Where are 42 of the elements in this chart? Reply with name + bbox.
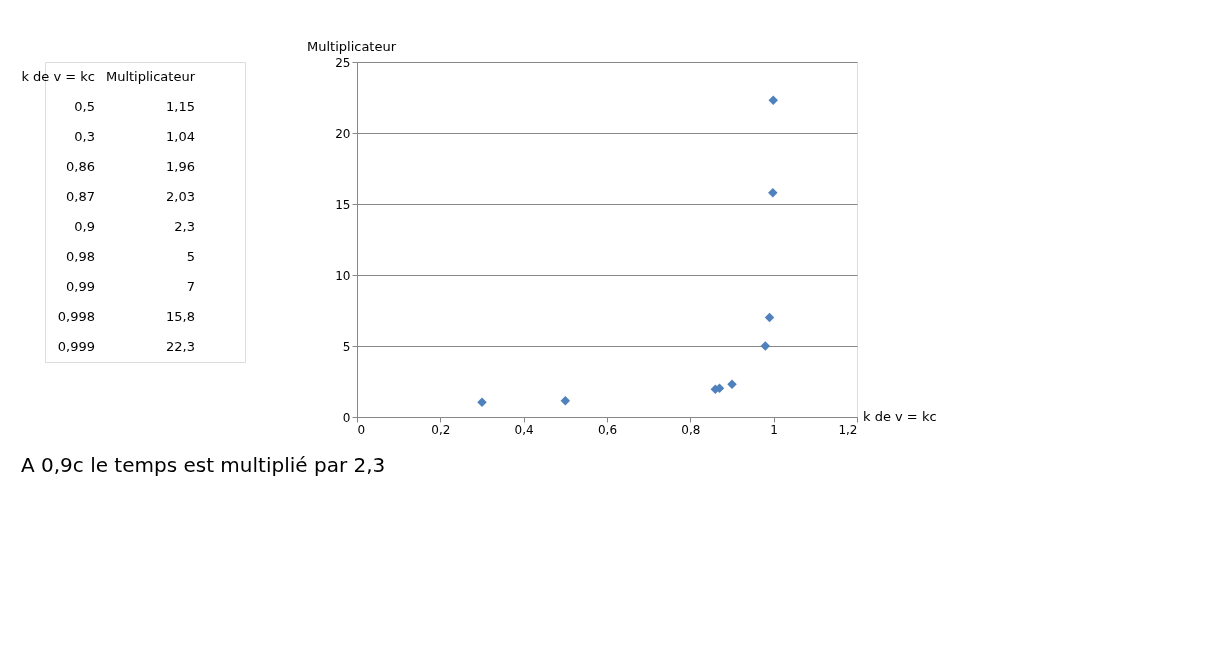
point [768, 95, 778, 106]
y-tick-label: 20 [335, 126, 351, 141]
text: 0,87 [66, 189, 95, 204]
text: 2,3 [174, 219, 195, 234]
x-tick-label: 0,8 [681, 422, 701, 437]
text: 7 [186, 279, 195, 294]
x-axis-title: k de v = kc [863, 409, 937, 424]
y-tick-label: 15 [335, 197, 351, 212]
y-tick-label: 10 [335, 268, 351, 283]
x-tick-label: 0,6 [597, 422, 618, 437]
text: 15,8 [166, 309, 195, 324]
text: 0,99 [66, 279, 95, 294]
y-tick-label: 25 [335, 55, 351, 70]
point [764, 312, 775, 323]
point [560, 395, 571, 406]
y-axis-title: Multiplicateur [307, 39, 397, 54]
x-tick-label: 1,2 [838, 422, 858, 437]
x-tick-label: 0,2 [431, 422, 451, 437]
text: k de v = kc [21, 69, 95, 84]
point [768, 187, 778, 198]
text: 1,04 [166, 129, 195, 144]
text: 0,3 [74, 129, 95, 144]
text: 0,5 [74, 99, 95, 114]
text: Multiplicateur [105, 69, 195, 84]
x-tick-label: 1 [770, 422, 778, 437]
text: 0,98 [66, 249, 95, 264]
x-tick-label: 0 [357, 422, 366, 437]
y-tick-label: 0 [342, 410, 351, 425]
text: A 0,9c le temps est multiplié par 2,3 [20, 452, 386, 477]
text: 0,9 [74, 219, 95, 234]
point [760, 341, 771, 351]
text: 0,86 [66, 159, 95, 174]
y-tick-label: 5 [342, 339, 351, 354]
text: 2,03 [166, 189, 195, 204]
x-tick-label: 0,4 [514, 422, 534, 437]
text: 1,96 [166, 159, 195, 174]
text: 22,3 [166, 339, 195, 354]
point [727, 379, 737, 390]
text: 5 [186, 249, 195, 264]
text: 0,998 [57, 309, 95, 324]
text: 1,15 [166, 99, 195, 114]
text: 0,999 [57, 339, 95, 354]
